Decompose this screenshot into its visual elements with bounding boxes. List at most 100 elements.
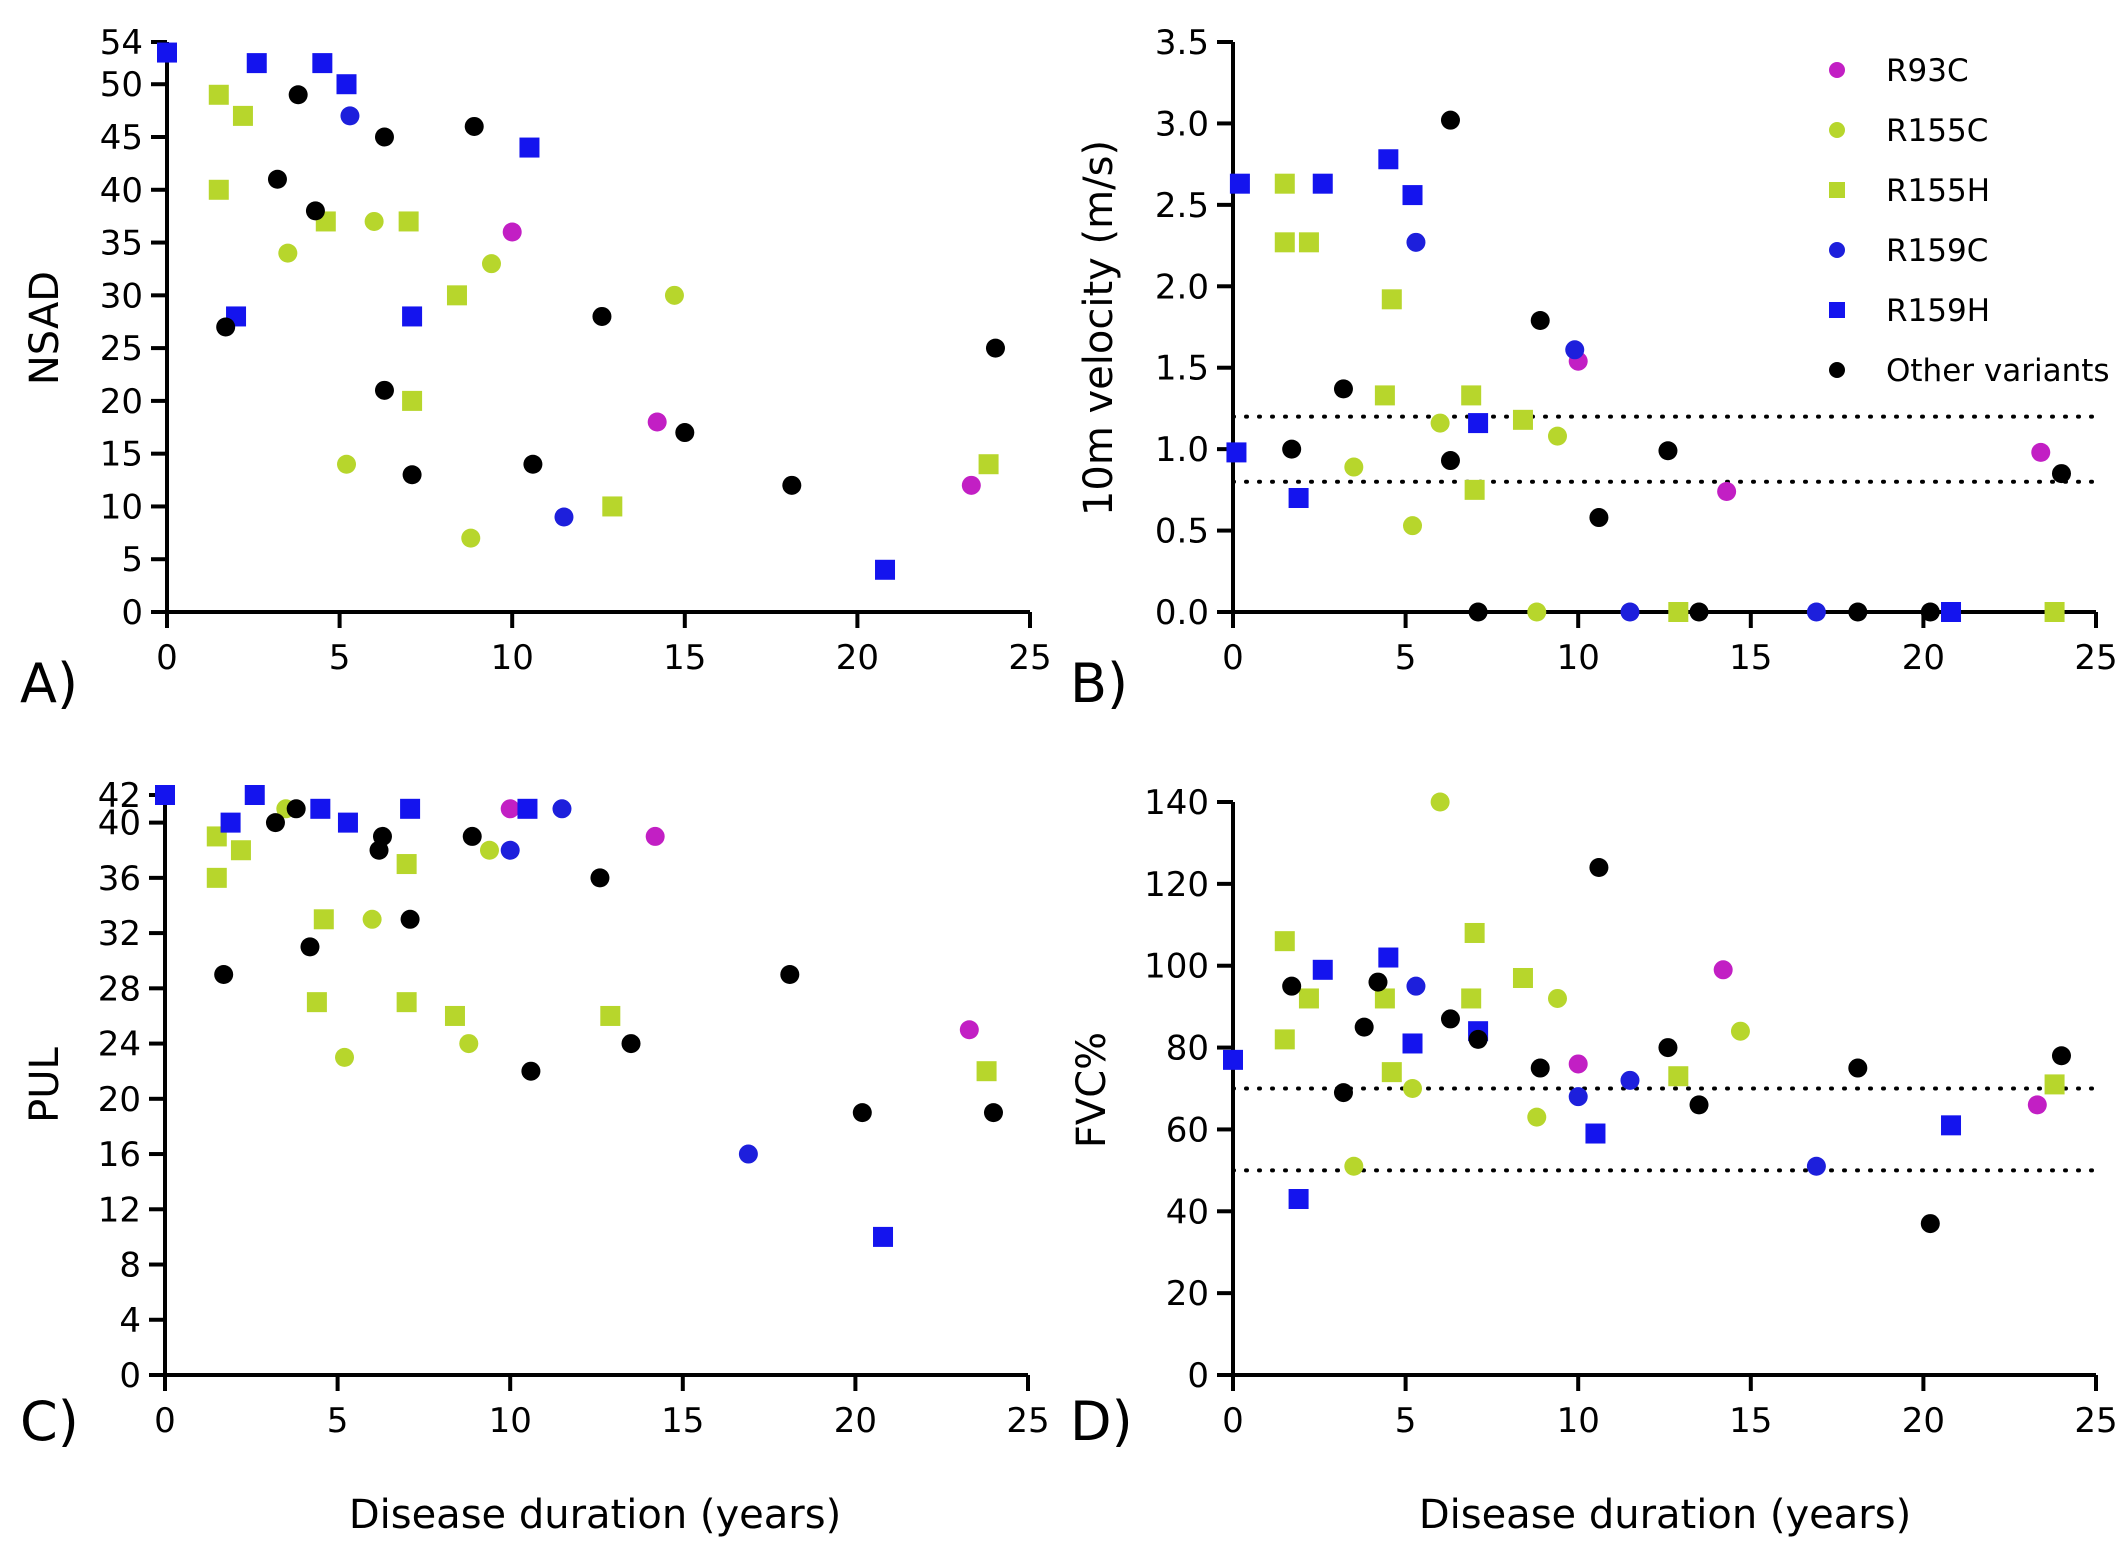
panel-a-point-other-variants — [374, 380, 394, 400]
panel-b-point-other-variants — [1848, 602, 1868, 622]
panel-b-point-other-variants — [1530, 310, 1550, 330]
panel-d-series-r159c — [1406, 976, 1826, 1176]
panel-b-x-tick-label: 15 — [1729, 638, 1772, 678]
panel-d-plot: 0 5 10 15 20 25 0 20 40 60 80 100 120 140 — [1144, 783, 2118, 1441]
panel-a-y-tick-label: 10 — [100, 487, 143, 527]
panel-c-point-r159h — [400, 798, 421, 819]
panel-a-y-tick-label: 50 — [100, 65, 143, 105]
panel-b-point-r155h — [1274, 173, 1295, 194]
panel-b-x-tick-label: 0 — [1222, 638, 1244, 678]
legend-marker-r159h — [1829, 302, 1845, 318]
panel-d-point-r155c — [1547, 988, 1567, 1008]
panel-c-y-tick-label: 42 — [98, 776, 141, 816]
panel-a-point-r155h — [208, 84, 229, 105]
panel-a-x-tick-label: 20 — [836, 638, 879, 678]
panel-b-point-other-variants — [1440, 110, 1460, 130]
panel-b-y-tick-label: 0.0 — [1155, 593, 1209, 633]
panel-c-y-tick-label: 8 — [119, 1246, 141, 1286]
panel-c-series-r159c — [500, 799, 758, 1164]
panel-d-point-r155h — [1298, 988, 1319, 1009]
panel-a-y-tick-label: 25 — [100, 329, 143, 369]
panel-c-point-other-variants — [400, 909, 420, 929]
panel-b-point-r159c — [1565, 340, 1585, 360]
panel-d-point-r93c — [1568, 1054, 1588, 1074]
panel-c-point-other-variants — [983, 1103, 1003, 1123]
panel-d-x-tick-label: 25 — [2074, 1401, 2117, 1441]
panel-d-point-other-variants — [1354, 1017, 1374, 1037]
panel-b-point-other-variants — [1333, 379, 1353, 399]
panel-c-point-other-variants — [300, 937, 320, 957]
panel-d-x-axis-label: Disease duration (years) — [1419, 1492, 1911, 1538]
panel-c-point-other-variants — [621, 1034, 641, 1054]
panel-c-x-axis-label: Disease duration (years) — [349, 1492, 841, 1538]
panel-b-point-other-variants — [1658, 441, 1678, 461]
legend-marker-r155c — [1829, 122, 1845, 138]
panel-b-point-r93c — [1717, 481, 1737, 501]
panel-d-point-other-variants — [1468, 1029, 1488, 1049]
panel-c-point-r155h — [230, 840, 251, 861]
panel-b-point-r159h — [1226, 442, 1247, 463]
panel-a-point-r155h — [446, 285, 467, 306]
legend-marker-other-variants — [1829, 362, 1845, 378]
panel-b-point-r155h — [1374, 385, 1395, 406]
panel-a-point-r155c — [278, 243, 298, 263]
panel-b-point-r155c — [1344, 457, 1364, 477]
panel-a-y-tick-label: 35 — [100, 224, 143, 264]
panel-d-point-r155h — [1274, 931, 1295, 952]
panel-d-point-r159h — [1312, 959, 1333, 980]
panel-c-point-other-variants — [214, 965, 234, 985]
panel-d-point-r155h — [1461, 988, 1482, 1009]
panel-c-point-r155h — [976, 1061, 997, 1082]
panel-b-point-r155h — [1274, 232, 1295, 253]
panel-a-x-tick-label: 0 — [156, 638, 178, 678]
legend-label-r159c: R159C — [1886, 233, 1988, 269]
panel-b-series-other-variants — [1282, 110, 2071, 622]
panel-d-x-tick-label: 0 — [1222, 1401, 1244, 1441]
panel-b-series-r155c — [1344, 413, 1567, 622]
panel-a-point-other-variants — [267, 169, 287, 189]
panel-d-x-tick-label: 20 — [1902, 1401, 1945, 1441]
panel-d-point-r159h — [1378, 947, 1399, 968]
panel-c-series-r93c — [500, 799, 979, 1040]
panel-a-y-tick-label: 45 — [100, 118, 143, 158]
panel-c-y-tick-label: 36 — [98, 859, 141, 899]
panel-a-point-other-variants — [592, 306, 612, 326]
panel-a-point-r159h — [157, 42, 177, 63]
panel-b-point-other-variants — [1689, 602, 1709, 622]
panel-c-x-tick-label: 25 — [1006, 1401, 1049, 1441]
legend-label-other-variants: Other variants — [1886, 353, 2110, 389]
panel-a-point-r155h — [232, 105, 253, 126]
panel-a-y-tick-label: 40 — [100, 171, 143, 211]
panel-b-x-tick-label: 20 — [1902, 638, 1945, 678]
panel-c-point-r159h — [310, 798, 331, 819]
panel-d-y-tick-label: 80 — [1166, 1029, 1209, 1069]
panel-b-point-other-variants — [1440, 451, 1460, 471]
panel-c-x-tick-label: 5 — [327, 1401, 349, 1441]
panel-b-point-r159c — [1620, 602, 1640, 622]
panel-d-x-tick-label: 5 — [1395, 1401, 1417, 1441]
panel-a-series-r155c — [278, 211, 684, 548]
legend-marker-r159c — [1829, 242, 1845, 258]
panel-a-point-r159h — [336, 74, 357, 95]
panel-d-y-tick-label: 60 — [1166, 1110, 1209, 1150]
panel-a-point-r155c — [364, 211, 384, 231]
panel-a-point-r93c — [647, 412, 667, 432]
panel-d-point-other-variants — [1282, 976, 1302, 996]
panel-a-x-tick-label: 15 — [663, 638, 706, 678]
panel-a-point-r159c — [340, 106, 360, 126]
panel-b-y-tick-label: 0.5 — [1155, 512, 1209, 552]
panel-a-point-other-variants — [305, 201, 325, 221]
panel-d-point-r159c — [1806, 1156, 1826, 1176]
panel-a-point-r159h — [246, 53, 267, 74]
panel-d-point-other-variants — [1848, 1058, 1868, 1078]
panel-a-x-tick-label: 10 — [491, 638, 534, 678]
panel-a-point-other-variants — [374, 127, 394, 147]
panel-c-point-r155c — [335, 1047, 355, 1067]
panel-a-point-other-variants — [985, 338, 1005, 358]
panel-d-point-r159h — [1288, 1189, 1309, 1210]
panel-a-point-other-variants — [464, 116, 484, 136]
panel-c-point-other-variants — [372, 826, 392, 846]
panel-a-point-r159h — [402, 306, 423, 327]
panel-b-point-r159h — [1288, 488, 1309, 508]
